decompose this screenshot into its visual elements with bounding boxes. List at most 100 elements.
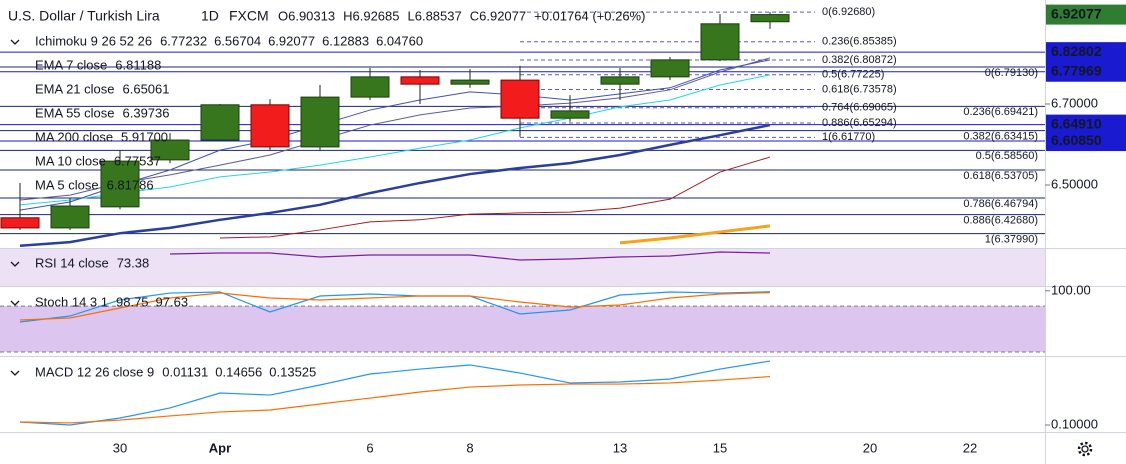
fib-label: 0.5(6.58560) [976,150,1038,162]
price-label: 6.64910 [1051,115,1102,131]
candle-body [400,76,440,85]
pane [19,360,771,426]
y-tick-label: 6.50000 [1051,176,1098,191]
candle-body [700,23,740,61]
legend-name: MA 5 close [35,177,99,192]
indicator-line [19,74,771,206]
price-label-box [1046,42,1126,63]
indicator-line [619,224,771,245]
candle-body [350,76,390,98]
indicator-line [169,251,771,261]
y-tick-label: 100.00 [1051,282,1091,297]
collapse-toggle[interactable] [10,300,20,306]
rsi-background [0,249,1045,286]
fib-label: 0.886(6.65294) [822,117,897,129]
indicator-line [219,156,771,239]
legend-value: 0.01131 [162,364,208,379]
legend-value: 6.65061 [123,81,170,96]
legend-value: 6.39736 [123,105,170,120]
collapse-toggle[interactable] [10,39,20,45]
legend-value: 5.91700 [121,129,168,144]
pane [0,291,1045,353]
candle-body [200,104,240,141]
legend-value: 6.04760 [376,33,423,48]
candle-body [450,79,490,85]
pane [0,11,1045,247]
price-label-box [1046,114,1126,135]
ohlc-value: O6.90313 [278,8,335,23]
legend-name: EMA 7 close [35,57,107,72]
legend-value: 0.14656 [215,364,262,379]
legend-name: MACD 12 26 close 9 [35,364,154,379]
x-tick-label: 8 [466,440,473,455]
ohlc-value: C6.92077 [470,8,526,23]
legend-value: 6.92077 [268,33,315,48]
fib-label: 0.886(6.42680) [963,215,1038,227]
fib-label: 0.618(6.53705) [963,170,1038,182]
legend-name: MA 10 close [35,153,106,168]
indicator-line [19,360,771,426]
fib-label: 0.618(6.73578) [822,83,897,95]
legend-value: 6.77232 [160,33,207,48]
legend-name: EMA 21 close [35,81,115,96]
plot-layer [0,11,1045,426]
candle-body [150,139,190,161]
candle-body [750,14,790,23]
candle-body [550,110,590,119]
fib-label: 1(6.61770) [822,131,875,143]
collapse-toggle[interactable] [10,261,20,267]
y-tick-label: 6.70000 [1051,95,1098,110]
candle-body [50,205,90,229]
candle-body [100,160,140,208]
gear-hub [1081,445,1089,453]
legend-value: 6.81786 [107,177,154,192]
legend-name: Ichimoku 9 26 52 26 [35,33,152,48]
legend-name: EMA 55 close [35,105,115,120]
x-tick-label: 13 [613,440,627,455]
fib-label: 0.764(6.69065) [822,102,897,114]
fib-label: 0(6.92680) [822,6,875,18]
indicator-line [19,292,771,321]
overlay-layer: U.S. Dollar / Turkish Lira 1D FXCM O6.90… [8,4,1126,455]
indicator-line [19,291,771,323]
ohlc-value: L6.88537 [408,8,462,23]
legend-value: 0.13525 [269,364,316,379]
price-label-box [1046,131,1126,152]
legend-value: 98.75 [116,294,149,309]
gear-teeth [1077,441,1093,457]
collapse-toggle[interactable] [10,370,20,376]
legend-name: MA 200 close [35,129,113,144]
price-label: 6.82802 [1051,43,1102,59]
candle-body [650,59,690,78]
fib-label: 0.5(6.77225) [822,69,884,81]
fib-label: 0.236(6.85385) [822,36,897,48]
candle-body [0,217,40,229]
x-tick-label: 6 [366,440,373,455]
x-tick-label: 20 [863,440,877,455]
fib-label: 0.382(6.63415) [963,131,1038,143]
legend-value: 6.81188 [115,57,161,72]
legend-value: 73.38 [117,255,150,270]
legend-name: Stoch 14 3 1 [35,294,108,309]
fib-label: 0(6.79130) [985,67,1038,79]
candle-body [500,79,540,119]
fib-label: 0.786(6.46794) [963,198,1038,210]
x-tick-label: 30 [113,440,127,455]
legend-name: RSI 14 close [35,255,109,270]
legend-value: 6.12883 [322,33,369,48]
x-tick-label: 22 [963,440,977,455]
symbol: U.S. Dollar / Turkish Lira [8,8,160,24]
price-label: 6.60850 [1051,132,1102,148]
pane [169,251,771,261]
candle-body [600,76,640,85]
indicator-line [19,59,771,211]
x-tick-label: 15 [713,440,727,455]
candle-body [250,104,290,148]
ohlc-value: H6.92685 [343,8,399,23]
exchange: FXCM [229,8,269,24]
legend-value: 6.56704 [214,33,261,48]
candle-body [300,96,340,148]
settings-gear[interactable] [1077,441,1093,457]
